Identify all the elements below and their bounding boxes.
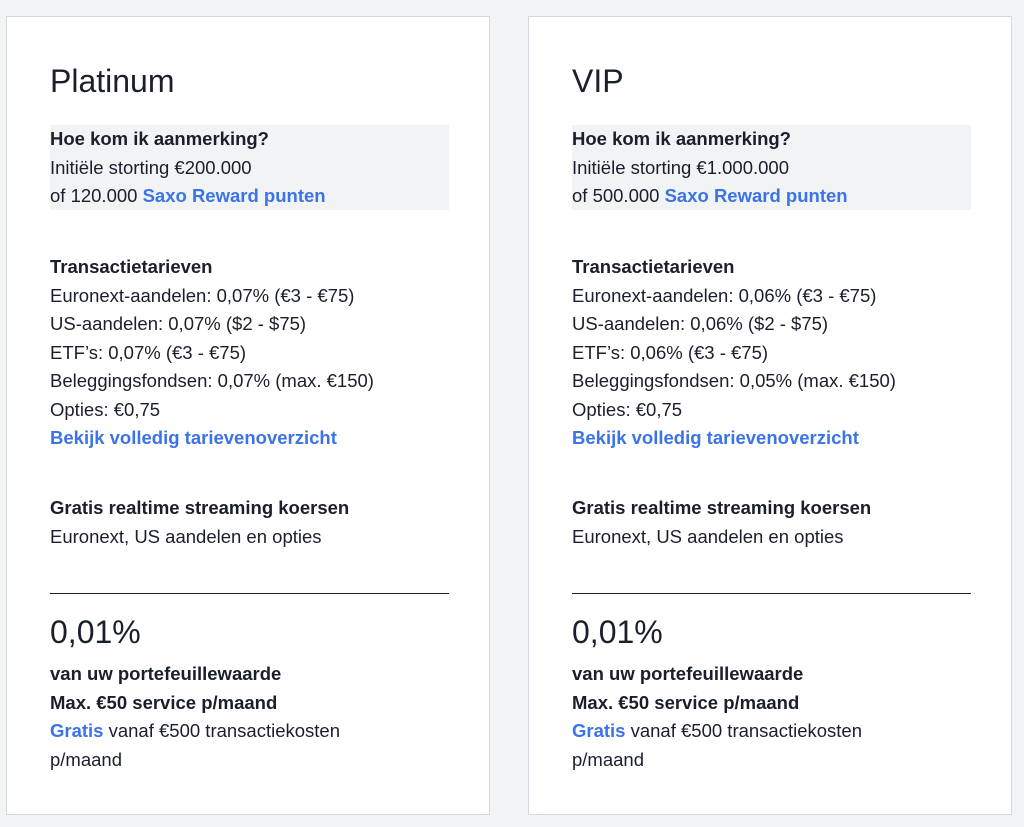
service-section: van uw portefeuillewaarde Max. €50 servi…: [50, 660, 449, 774]
fee-item: US-aandelen: 0,06% ($2 - $75): [572, 313, 829, 334]
free-text-cont: p/maand: [50, 748, 122, 770]
gratis-link[interactable]: Gratis: [572, 720, 626, 741]
eligibility-deposit: Initiële storting €200.000: [50, 156, 252, 178]
free-text: vanaf €500 transactiekosten: [630, 720, 863, 741]
service-line1: van uw portefeuillewaarde: [572, 663, 804, 684]
plan-title: Platinum: [50, 63, 175, 99]
fee-item: Beleggingsfondsen: 0,05% (max. €150): [572, 370, 896, 391]
plan-card: Platinum Hoe kom ik aanmerking? Initiële…: [6, 16, 490, 815]
fee-item: Beleggingsfondsen: 0,07% (max. €150): [50, 370, 374, 391]
eligibility-points: of 500.000 Saxo Reward punten: [572, 182, 971, 211]
divider: [50, 593, 449, 594]
eligibility-points: of 120.000 Saxo Reward punten: [50, 182, 449, 211]
streaming-heading: Gratis realtime streaming koersen: [572, 497, 872, 518]
fees-section: Transactietarieven Euronext-aandelen: 0,…: [572, 253, 971, 453]
saxo-reward-link[interactable]: Saxo Reward punten: [664, 185, 848, 206]
fee-item: Opties: €0,75: [572, 398, 683, 420]
fee-overview-link[interactable]: Bekijk volledig tarievenoverzicht: [572, 427, 859, 448]
plan-card: VIP Hoe kom ik aanmerking? Initiële stor…: [528, 16, 1012, 815]
plan-title: VIP: [572, 63, 624, 99]
service-section: van uw portefeuillewaarde Max. €50 servi…: [572, 660, 971, 774]
fees-heading: Transactietarieven: [572, 256, 735, 277]
gratis-link[interactable]: Gratis: [50, 720, 104, 741]
service-rate: 0,01%: [50, 614, 141, 650]
streaming-section: Gratis realtime streaming koersen Eurone…: [572, 494, 971, 551]
fee-item: US-aandelen: 0,07% ($2 - $75): [50, 313, 307, 334]
points-text: of 500.000: [572, 185, 660, 206]
fees-section: Transactietarieven Euronext-aandelen: 0,…: [50, 253, 449, 453]
streaming-text: Euronext, US aandelen en opties: [50, 525, 322, 547]
fee-item: Opties: €0,75: [50, 398, 161, 420]
free-text: vanaf €500 transactiekosten: [108, 720, 341, 741]
eligibility-heading: Hoe kom ik aanmerking?: [572, 128, 791, 149]
service-line2: Max. €50 service p/maand: [572, 691, 800, 713]
fees-heading: Transactietarieven: [50, 256, 213, 277]
fee-item: Euronext-aandelen: 0,07% (€3 - €75): [50, 284, 355, 306]
fee-item: Euronext-aandelen: 0,06% (€3 - €75): [572, 284, 877, 306]
service-line1: van uw portefeuillewaarde: [50, 663, 282, 684]
divider: [572, 593, 971, 594]
eligibility-box: Hoe kom ik aanmerking? Initiële storting…: [572, 125, 971, 210]
streaming-heading: Gratis realtime streaming koersen: [50, 497, 350, 518]
fee-overview-link[interactable]: Bekijk volledig tarievenoverzicht: [50, 427, 337, 448]
streaming-section: Gratis realtime streaming koersen Eurone…: [50, 494, 449, 551]
points-text: of 120.000: [50, 185, 138, 206]
streaming-text: Euronext, US aandelen en opties: [572, 525, 844, 547]
eligibility-box: Hoe kom ik aanmerking? Initiële storting…: [50, 125, 449, 210]
free-text-cont: p/maand: [572, 748, 644, 770]
eligibility-heading: Hoe kom ik aanmerking?: [50, 128, 269, 149]
service-rate: 0,01%: [572, 614, 663, 650]
service-line2: Max. €50 service p/maand: [50, 691, 278, 713]
eligibility-deposit: Initiële storting €1.000.000: [572, 156, 790, 178]
fee-item: ETF’s: 0,07% (€3 - €75): [50, 341, 247, 363]
fee-item: ETF’s: 0,06% (€3 - €75): [572, 341, 769, 363]
saxo-reward-link[interactable]: Saxo Reward punten: [142, 185, 326, 206]
